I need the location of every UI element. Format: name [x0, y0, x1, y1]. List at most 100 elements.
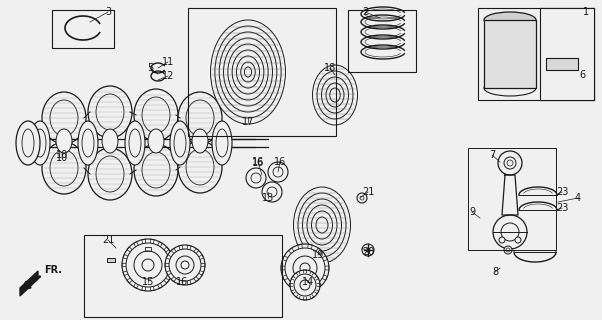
Circle shape [300, 280, 310, 290]
Ellipse shape [316, 217, 328, 233]
Circle shape [165, 245, 205, 285]
Ellipse shape [219, 32, 277, 112]
Circle shape [267, 187, 277, 197]
Ellipse shape [311, 211, 332, 239]
Ellipse shape [42, 142, 86, 194]
Text: 12: 12 [162, 71, 174, 81]
Circle shape [142, 259, 154, 271]
Ellipse shape [244, 67, 252, 77]
Text: 8: 8 [492, 267, 498, 277]
Polygon shape [20, 271, 38, 296]
Circle shape [362, 244, 374, 256]
Ellipse shape [178, 92, 222, 144]
Circle shape [246, 168, 266, 188]
Circle shape [502, 58, 518, 74]
Ellipse shape [294, 187, 350, 263]
Ellipse shape [312, 65, 358, 125]
Circle shape [357, 193, 367, 203]
Text: 18: 18 [324, 63, 336, 73]
Text: 4: 4 [575, 193, 581, 203]
Ellipse shape [42, 92, 86, 144]
Text: 21: 21 [102, 235, 114, 245]
Ellipse shape [490, 56, 502, 76]
Text: 13: 13 [262, 193, 274, 203]
Ellipse shape [298, 193, 346, 257]
Circle shape [273, 167, 283, 177]
Ellipse shape [88, 86, 132, 138]
Ellipse shape [56, 129, 72, 153]
Circle shape [268, 162, 288, 182]
Ellipse shape [178, 141, 222, 193]
Circle shape [281, 244, 329, 292]
Bar [478, 8, 594, 100]
Text: 7: 7 [489, 150, 495, 160]
Text: 23: 23 [556, 187, 568, 197]
Ellipse shape [321, 77, 349, 113]
Ellipse shape [211, 20, 285, 124]
Text: 16: 16 [252, 157, 264, 167]
Text: 5: 5 [147, 63, 153, 73]
Bar [188, 8, 336, 136]
Circle shape [181, 261, 189, 269]
Bar [468, 148, 556, 250]
Ellipse shape [88, 148, 132, 200]
Ellipse shape [170, 121, 190, 165]
Bar [107, 258, 115, 262]
Ellipse shape [484, 12, 536, 28]
Circle shape [285, 248, 325, 288]
Ellipse shape [574, 58, 582, 70]
Text: 16: 16 [274, 157, 286, 167]
Text: 23: 23 [556, 203, 568, 213]
Ellipse shape [125, 121, 145, 165]
Circle shape [169, 249, 201, 281]
Ellipse shape [542, 58, 550, 70]
Text: 16: 16 [252, 158, 264, 168]
Text: 9: 9 [469, 207, 475, 217]
Circle shape [290, 270, 320, 300]
Bar [484, 20, 536, 88]
Text: 17: 17 [242, 117, 254, 127]
Text: 19: 19 [312, 250, 324, 260]
Ellipse shape [30, 121, 50, 165]
Text: 16: 16 [176, 277, 188, 287]
Ellipse shape [317, 71, 353, 119]
Circle shape [498, 151, 522, 175]
Ellipse shape [326, 83, 344, 107]
Ellipse shape [192, 129, 208, 153]
Text: FR.: FR. [44, 265, 62, 275]
Circle shape [501, 223, 519, 241]
Circle shape [499, 237, 505, 243]
Bar [348, 10, 416, 72]
Ellipse shape [102, 129, 118, 153]
Ellipse shape [134, 89, 178, 141]
Text: 10: 10 [56, 153, 68, 163]
Text: 15: 15 [142, 277, 154, 287]
Ellipse shape [78, 121, 98, 165]
Text: 10: 10 [56, 150, 68, 160]
Ellipse shape [228, 44, 268, 100]
Ellipse shape [302, 199, 341, 251]
Circle shape [122, 239, 174, 291]
Bar [546, 58, 578, 70]
Bar [145, 247, 151, 251]
Circle shape [493, 215, 527, 249]
Ellipse shape [330, 88, 340, 102]
Text: 2: 2 [362, 7, 368, 17]
Text: 20: 20 [362, 247, 374, 257]
Bar [52, 10, 114, 48]
Ellipse shape [215, 26, 281, 118]
Circle shape [504, 157, 516, 169]
Circle shape [504, 246, 512, 254]
Circle shape [134, 251, 162, 279]
Text: 6: 6 [579, 70, 585, 80]
Circle shape [293, 256, 317, 280]
Circle shape [176, 256, 194, 274]
Circle shape [262, 182, 282, 202]
Polygon shape [502, 175, 518, 215]
Circle shape [300, 263, 310, 273]
Ellipse shape [232, 50, 264, 94]
Text: 14: 14 [302, 277, 314, 287]
Ellipse shape [241, 62, 255, 82]
Text: 1: 1 [583, 7, 589, 17]
Ellipse shape [518, 56, 530, 76]
